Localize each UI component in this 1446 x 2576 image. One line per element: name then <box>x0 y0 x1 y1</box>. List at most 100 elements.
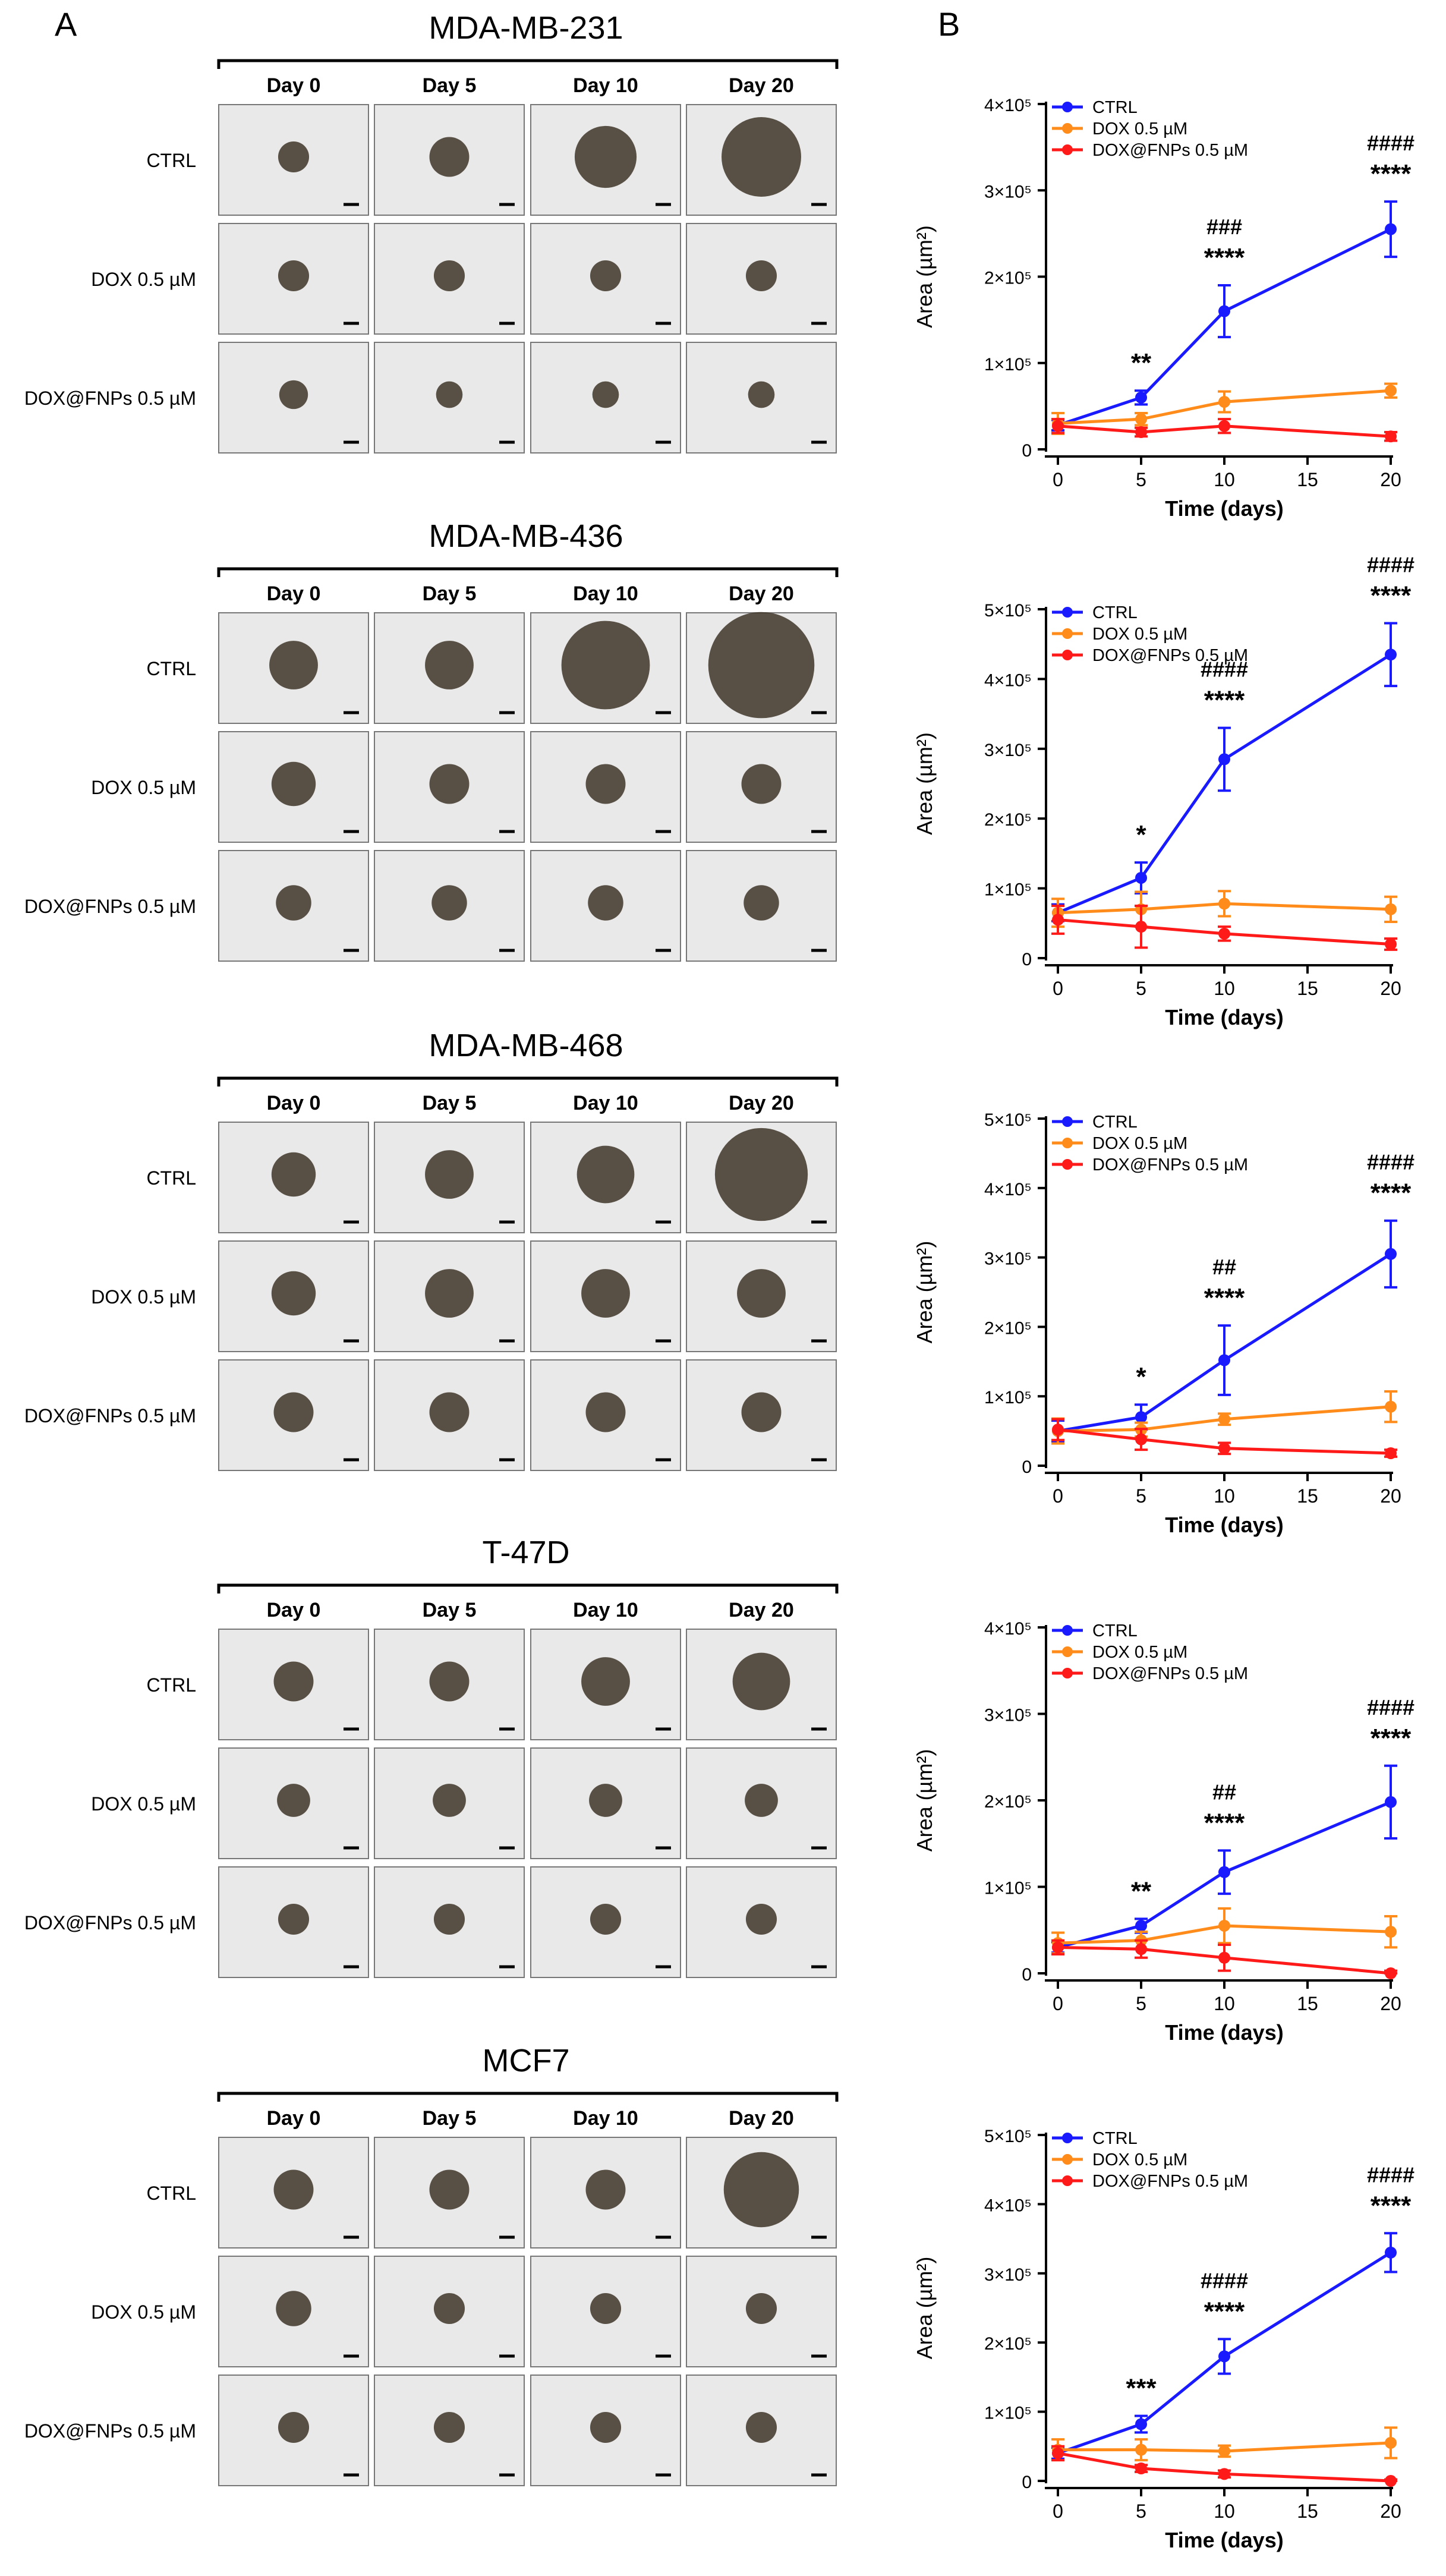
legend-label: CTRL <box>1092 1621 1138 1640</box>
series-line <box>1057 424 1391 438</box>
legend-marker <box>1062 123 1073 134</box>
day-label: Day 20 <box>729 1092 794 1114</box>
spheroid <box>278 141 310 173</box>
day-label: Day 5 <box>423 582 477 605</box>
legend-marker <box>1062 1138 1073 1148</box>
day-label: Day 20 <box>729 582 794 605</box>
x-axis-title: Time (days) <box>1165 1005 1283 1029</box>
data-point <box>1385 385 1397 397</box>
series-line <box>1057 2451 1391 2483</box>
data-point <box>1218 1919 1230 1932</box>
data-point <box>1218 1354 1230 1366</box>
y-tick-label: 2×10⁵ <box>984 269 1032 288</box>
x-tick-label: 5 <box>1136 2501 1146 2522</box>
spheroid <box>278 2411 310 2443</box>
day-label: Day 20 <box>729 1599 794 1621</box>
row-label: DOX 0.5 µM <box>91 1793 196 1815</box>
row-label: DOX 0.5 µM <box>91 1286 196 1308</box>
y-tick-label: 1×10⁵ <box>984 355 1032 374</box>
data-point <box>1385 1796 1397 1808</box>
x-tick-label: 10 <box>1214 978 1235 999</box>
x-tick-label: 0 <box>1053 469 1063 490</box>
spheroid <box>429 1661 470 1702</box>
y-tick-label: 2×10⁵ <box>984 1318 1032 1338</box>
data-point <box>1218 927 1230 940</box>
grid-bracket <box>217 2092 839 2102</box>
x-axis-title: Time (days) <box>1165 496 1283 521</box>
legend-label: DOX 0.5 µM <box>1092 625 1187 644</box>
day-label: Day 0 <box>267 1092 321 1114</box>
spheroid <box>744 885 779 921</box>
grid-bracket <box>217 1076 839 1087</box>
data-point <box>1052 914 1064 926</box>
significance-stars: **** <box>1204 686 1245 715</box>
x-tick-label: 15 <box>1297 469 1318 490</box>
spheroid <box>269 641 318 689</box>
significance-stars: **** <box>1204 1808 1245 1837</box>
spheroid <box>429 1392 470 1432</box>
significance-stars: **** <box>1204 243 1245 272</box>
data-point <box>1052 1941 1064 1954</box>
spheroid-image <box>374 1122 525 1233</box>
day-label: Day 5 <box>423 1599 477 1621</box>
series-line <box>1057 1428 1391 1455</box>
data-point <box>1218 2350 1230 2363</box>
y-tick-label: 3×10⁵ <box>984 2265 1032 2285</box>
spheroid <box>433 2292 465 2325</box>
x-tick-label: 20 <box>1380 2501 1401 2522</box>
day-label: Day 5 <box>423 1092 477 1114</box>
y-tick-label: 5×10⁵ <box>984 2127 1032 2146</box>
spheroid <box>576 1145 635 1204</box>
significance-hashes: ### <box>1206 215 1242 239</box>
day-label: Day 10 <box>573 74 638 97</box>
data-point <box>1385 1400 1397 1413</box>
spheroid <box>429 2169 470 2210</box>
row-label: CTRL <box>146 150 196 171</box>
row-label: CTRL <box>146 658 196 679</box>
legend-marker <box>1062 144 1073 155</box>
spheroid <box>589 1784 622 1817</box>
growth-chart-mda-mb-231: 0 1×10⁵ 2×10⁵ 3×10⁵ 4×10⁵ 0 5 10 15 20 Time (days)… <box>912 96 1415 521</box>
row-label: DOX@FNPs 0.5 µM <box>24 1912 196 1933</box>
spheroid <box>585 764 626 804</box>
data-point <box>1385 2475 1397 2487</box>
legend-marker <box>1062 1116 1073 1127</box>
row-label: CTRL <box>146 1167 196 1189</box>
series-line <box>1057 1800 1391 1949</box>
legend-marker <box>1062 1668 1073 1679</box>
data-point <box>1135 1411 1147 1424</box>
x-tick-label: 15 <box>1297 1485 1318 1507</box>
series-line <box>1057 1924 1391 1945</box>
significance-stars: **** <box>1204 2297 1245 2326</box>
y-tick-label: 4×10⁵ <box>984 670 1032 690</box>
day-label: Day 20 <box>729 74 794 97</box>
significance-stars: **** <box>1371 581 1412 610</box>
series-line <box>1057 902 1391 915</box>
x-axis-title: Time (days) <box>1165 2528 1283 2552</box>
x-tick-label: 20 <box>1380 469 1401 490</box>
significance-stars: * <box>1136 820 1146 849</box>
y-axis-title: Area (µm²) <box>912 732 937 835</box>
day-label: Day 0 <box>267 1599 321 1621</box>
legend-marker <box>1062 628 1073 639</box>
spheroid-image <box>530 850 681 962</box>
legend-marker <box>1062 102 1073 112</box>
x-tick-label: 5 <box>1136 469 1146 490</box>
significance-stars: **** <box>1371 2191 1412 2220</box>
y-tick-label: 2×10⁵ <box>984 810 1032 830</box>
y-tick-label: 0 <box>1022 950 1032 969</box>
significance-stars: * <box>1136 1362 1146 1391</box>
series-line <box>1057 918 1391 946</box>
spheroid <box>273 1661 314 1702</box>
data-point <box>1385 1926 1397 1938</box>
legend-marker <box>1062 650 1073 660</box>
spheroid <box>585 1392 626 1432</box>
spheroid <box>741 764 782 804</box>
data-point <box>1218 396 1230 408</box>
growth-chart-mda-mb-468: 0 1×10⁵ 2×10⁵ 3×10⁵ 4×10⁵ 5×10⁵ 0 5 10 15 20 Time (… <box>912 1110 1415 1537</box>
y-tick-label: 5×10⁵ <box>984 601 1032 621</box>
legend-marker <box>1062 2133 1073 2143</box>
y-tick-label: 2×10⁵ <box>984 2334 1032 2354</box>
growth-chart-mda-mb-436: 0 1×10⁵ 2×10⁵ 3×10⁵ 4×10⁵ 5×10⁵ 0 5 10 15 20 Time (… <box>912 552 1415 1029</box>
spheroid <box>745 260 777 292</box>
